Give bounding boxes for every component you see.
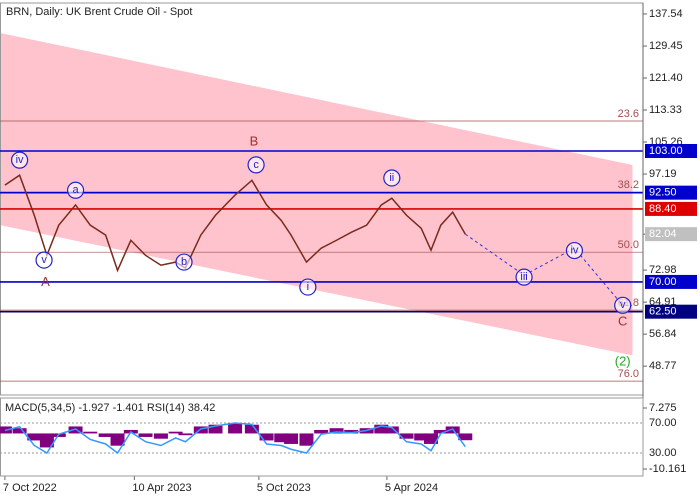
macd-bar [68,426,83,434]
macd-bar [259,433,274,441]
y2-tick-label: -10.161 [649,463,686,475]
level-box [645,143,697,158]
wave-circle [175,253,193,271]
x-tick-label: 5 Oct 2023 [257,482,311,494]
fib-label: 50.0 [618,239,639,251]
macd-bar [98,433,113,437]
macd-bar [27,433,42,441]
macd-bar [374,424,389,434]
macd-bar [433,429,448,434]
wave-label: v [620,299,626,311]
y-tick-label: 48.77 [649,360,677,372]
level-label: 92.50 [649,187,677,199]
macd-bar [228,422,243,434]
macd-bar [138,433,153,437]
macd-bar [399,433,414,439]
level-box [645,274,697,289]
macd-bar [299,433,314,446]
level-label: 88.40 [649,203,677,215]
y-tick-label: 137.54 [649,8,683,20]
macd-bar [284,433,299,444]
y-tick-label: 30.00 [649,447,677,459]
wave-label: iv [570,244,578,256]
level-label: 82.04 [649,228,677,240]
wave-label: (2) [615,354,631,369]
macd-bar [458,433,473,441]
fib-label: 38.2 [618,179,639,191]
x-tick-label: 7 Oct 2022 [3,482,57,494]
wave-circle [299,278,317,296]
macd-bar [110,433,125,446]
y-tick-label: 113.33 [649,104,682,116]
macd-bar [153,433,168,439]
wave-label: iii [520,271,527,283]
macd-bar [414,433,429,441]
x-tick-label: 5 Apr 2024 [385,482,438,494]
title-bg [2,401,277,415]
chart-title: BRN, Daily: UK Brent Crude Oil - Spot [6,6,192,18]
y-tick-label: 56.84 [649,328,677,340]
forecast-line [523,247,624,306]
wave-label: i [307,281,309,293]
wave-label: a [73,184,80,196]
wave-circle [565,241,584,260]
wave-label: iv [16,154,24,166]
wave-circle [10,151,29,169]
y-tick-label: 72.98 [649,264,677,276]
y-tick-label: 121.40 [649,72,683,84]
fib-label: 76.0 [618,368,639,380]
macd-bar [344,429,359,434]
macd-bar [208,424,223,434]
indicator-title: MACD(5,34,5) -1.927 -1.401 RSI(14) 38.42 [5,402,215,414]
wave-label: A [41,274,50,289]
wave-label: b [181,256,187,268]
macd-bar [12,428,27,434]
price-line [4,174,466,273]
panel-frame [0,397,644,477]
wave-circle [66,181,85,199]
macd-bar [423,433,438,444]
macd-bar [168,431,183,434]
macd-bar [274,433,289,443]
wave-circle [35,251,53,269]
macd-bar [384,426,399,434]
wave-circle [247,156,265,174]
macd-bar [244,424,259,434]
level-label: 103.00 [649,145,683,157]
macd-bar [83,431,98,434]
fib-label: 23.6 [618,108,639,120]
x-tick-label: 10 Apr 2023 [132,482,191,494]
level-box [645,185,697,200]
macd-bar [329,428,344,434]
wave-label: C [618,313,627,328]
wave-label: c [253,159,259,171]
level-label: 62.50 [649,306,677,318]
macd-bar [39,433,54,448]
y-tick-label: 70.00 [649,417,677,429]
rsi-line [4,422,466,455]
level-box [645,304,697,319]
wave-circle [383,169,401,187]
wave-label: B [250,133,259,148]
level-box [645,201,697,216]
wave-label: ii [389,172,394,184]
level-box [645,227,697,242]
y2-tick-label: 7.275 [649,402,677,414]
wave-label: v [41,254,47,266]
channel [0,32,633,356]
wave-circle [614,296,632,314]
level-label: 70.00 [649,276,677,288]
wave-circle [515,268,533,286]
macd-bar [314,429,329,434]
y-tick-label: 97.19 [649,168,677,180]
macd-bar [178,433,193,436]
y-tick-label: 129.45 [649,40,683,52]
